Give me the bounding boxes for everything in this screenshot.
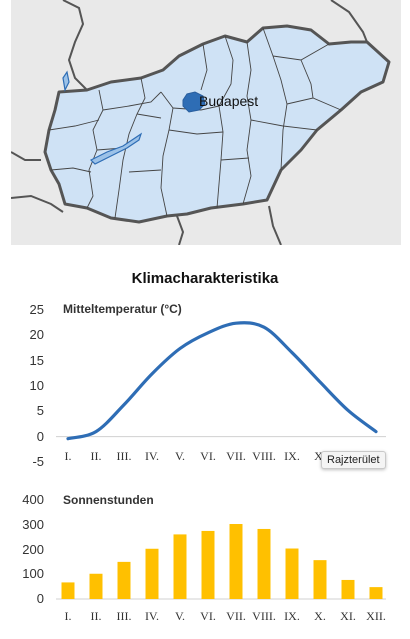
sunshine-bar[interactable] xyxy=(89,573,103,599)
neighbor-border-southwest xyxy=(11,194,64,213)
neighbor-border-south xyxy=(176,215,185,245)
temperature-line[interactable] xyxy=(66,321,378,441)
hungary-map[interactable]: Budapest xyxy=(11,0,401,245)
county-borders xyxy=(48,27,342,219)
temperature-y-tick: 15 xyxy=(29,352,44,368)
sunshine-bar[interactable] xyxy=(173,534,187,599)
sunshine-x-tick: VII. xyxy=(226,609,246,623)
sunshine-bar[interactable] xyxy=(313,560,327,599)
sunshine-bar[interactable] xyxy=(229,524,243,599)
sunshine-bar[interactable] xyxy=(61,582,75,599)
sunshine-x-tick: IV. xyxy=(144,609,160,623)
sunshine-bar[interactable] xyxy=(145,548,159,599)
sunshine-x-tick: II. xyxy=(90,609,102,623)
sunshine-x-tick: V. xyxy=(174,609,186,623)
sunshine-x-tick: IX. xyxy=(284,609,300,623)
temperature-x-tick: IV. xyxy=(144,449,160,463)
temperature-y-tick: 10 xyxy=(29,378,44,393)
sunshine-bar[interactable] xyxy=(117,561,131,599)
chart-title: Klimacharakteristika xyxy=(131,270,279,287)
temperature-x-tick: III. xyxy=(116,449,132,463)
sunshine-chart-title: Sonnenstunden xyxy=(63,493,154,507)
temperature-x-tick: V. xyxy=(174,449,186,463)
sunshine-bar[interactable] xyxy=(341,579,355,599)
neighbor-border-northeast xyxy=(330,0,368,43)
lake-neusiedl xyxy=(62,70,70,92)
sunshine-bar[interactable] xyxy=(285,548,299,599)
temperature-x-tick: X. xyxy=(314,449,326,463)
temperature-x-tick: I. xyxy=(64,449,72,463)
temperature-y-tick: 25 xyxy=(29,302,44,317)
temperature-x-tick: VII. xyxy=(226,449,246,463)
neighbor-border-north xyxy=(62,0,88,91)
temperature-y-tick: 0 xyxy=(36,428,44,444)
plot-area-tooltip: Rajzterület xyxy=(321,451,386,469)
temperature-x-tick: IX. xyxy=(284,449,300,463)
sunshine-y-tick: 300 xyxy=(22,516,44,532)
sunshine-y-tick: 0 xyxy=(36,591,44,606)
temperature-x-tick: VI. xyxy=(200,449,216,463)
temperature-y-tick: 20 xyxy=(29,327,44,343)
lake-balaton xyxy=(89,132,143,165)
budapest-marker[interactable] xyxy=(182,91,206,113)
temperature-y-tick: 5 xyxy=(36,403,44,419)
sunshine-x-tick: VI. xyxy=(200,609,216,623)
budapest-label: Budapest xyxy=(199,93,258,109)
sunshine-y-tick: 100 xyxy=(22,566,44,582)
sunshine-x-tick: X. xyxy=(314,609,326,623)
sunshine-bar[interactable] xyxy=(257,528,271,599)
sunshine-y-tick: 400 xyxy=(22,492,44,507)
sunshine-x-tick: VIII. xyxy=(252,609,276,623)
sunshine-bar[interactable] xyxy=(201,530,215,599)
sunshine-x-tick: XII. xyxy=(366,609,386,623)
sunshine-x-tick: I. xyxy=(64,609,72,623)
neighbor-border-southeast xyxy=(268,205,282,245)
map-panel[interactable]: Budapest xyxy=(11,0,401,245)
sunshine-bar[interactable] xyxy=(369,587,383,599)
temperature-chart-title: Mitteltemperatur (°C) xyxy=(63,302,182,316)
temperature-x-tick: II. xyxy=(90,449,102,463)
sunshine-x-tick: XI. xyxy=(340,609,356,623)
neighbor-border-west xyxy=(11,151,41,161)
temperature-x-tick: VIII. xyxy=(252,449,276,463)
sunshine-x-tick: III. xyxy=(116,609,132,623)
sunshine-y-tick: 200 xyxy=(22,541,44,557)
temperature-y-tick: -5 xyxy=(32,454,44,469)
